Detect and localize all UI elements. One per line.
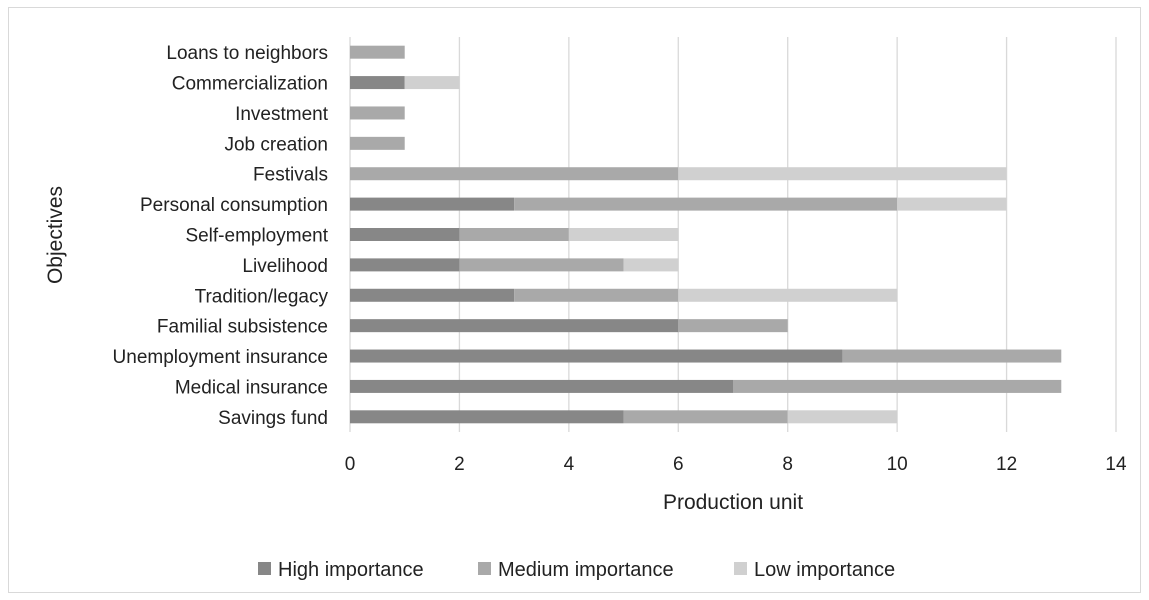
bar-segment-medium-importance	[678, 319, 788, 333]
bar-segment-medium-importance	[842, 349, 1062, 363]
category-label: Commercialization	[172, 74, 328, 95]
category-label: Familial subsistence	[157, 317, 328, 338]
legend: High importance Medium importance Low impo…	[258, 559, 895, 581]
x-tick-label: 4	[564, 454, 575, 475]
bar-segment-medium-importance	[350, 106, 405, 120]
bar-segment-high-importance	[350, 288, 515, 302]
category-label: Savings fund	[218, 408, 328, 429]
bar-segment-medium-importance	[350, 136, 405, 150]
bars	[350, 45, 1062, 424]
bar-segment-low-importance	[404, 76, 460, 90]
gridlines	[349, 37, 1117, 432]
x-axis-title: Production unit	[663, 491, 803, 514]
x-tick-label: 8	[782, 454, 793, 475]
y-axis-title: Objectives	[44, 186, 67, 284]
bar-segment-low-importance	[897, 197, 1007, 211]
bar-segment-medium-importance	[350, 167, 679, 181]
bar-segment-low-importance	[623, 258, 679, 272]
bar-segment-low-importance	[568, 228, 679, 241]
category-labels: Loans to neighbors Commercialization Inves…	[113, 43, 329, 429]
category-label: Job creation	[224, 134, 328, 155]
bar-segment-medium-importance	[514, 197, 898, 211]
bar-segment-low-importance	[787, 410, 898, 424]
category-label: Investment	[235, 104, 329, 125]
bar-segment-medium-importance	[350, 45, 405, 59]
bar-segment-high-importance	[350, 76, 405, 90]
category-label: Unemployment insurance	[113, 347, 328, 368]
category-label: Loans to neighbors	[166, 43, 328, 64]
bar-segment-medium-importance	[459, 228, 569, 241]
legend-label: Medium importance	[498, 559, 674, 581]
legend-swatch	[258, 562, 271, 575]
legend-swatch	[734, 562, 747, 575]
x-tick-label: 2	[454, 454, 465, 475]
legend-label: High importance	[278, 559, 424, 581]
bar-segment-high-importance	[350, 410, 624, 424]
bar-segment-low-importance	[678, 288, 898, 302]
bar-segment-high-importance	[350, 379, 733, 393]
bar-segment-high-importance	[350, 319, 679, 333]
category-label: Personal consumption	[140, 195, 328, 216]
bar-segment-high-importance	[350, 228, 460, 241]
category-label: Livelihood	[242, 256, 328, 277]
x-tick-label: 0	[345, 454, 356, 475]
bar-segment-high-importance	[350, 258, 460, 272]
category-label: Self-employment	[185, 226, 328, 247]
bar-segment-medium-importance	[623, 410, 788, 424]
legend-label: Low importance	[754, 559, 895, 581]
bar-segment-high-importance	[350, 197, 515, 211]
category-label: Festivals	[253, 165, 328, 186]
legend-swatch	[478, 562, 491, 575]
x-tick-label: 6	[673, 454, 684, 475]
category-label: Medical insurance	[175, 377, 328, 398]
bar-segment-medium-importance	[733, 379, 1062, 393]
bar-segment-medium-importance	[459, 258, 624, 272]
bar-segment-medium-importance	[514, 288, 679, 302]
x-tick-labels: 0 2 4 6 8 10 12 14	[345, 454, 1127, 475]
x-tick-label: 14	[1105, 454, 1127, 475]
category-label: Tradition/legacy	[195, 286, 329, 307]
x-tick-label: 12	[996, 454, 1017, 475]
bar-segment-high-importance	[350, 349, 843, 363]
x-tick-label: 10	[887, 454, 908, 475]
bar-segment-low-importance	[678, 167, 1007, 181]
